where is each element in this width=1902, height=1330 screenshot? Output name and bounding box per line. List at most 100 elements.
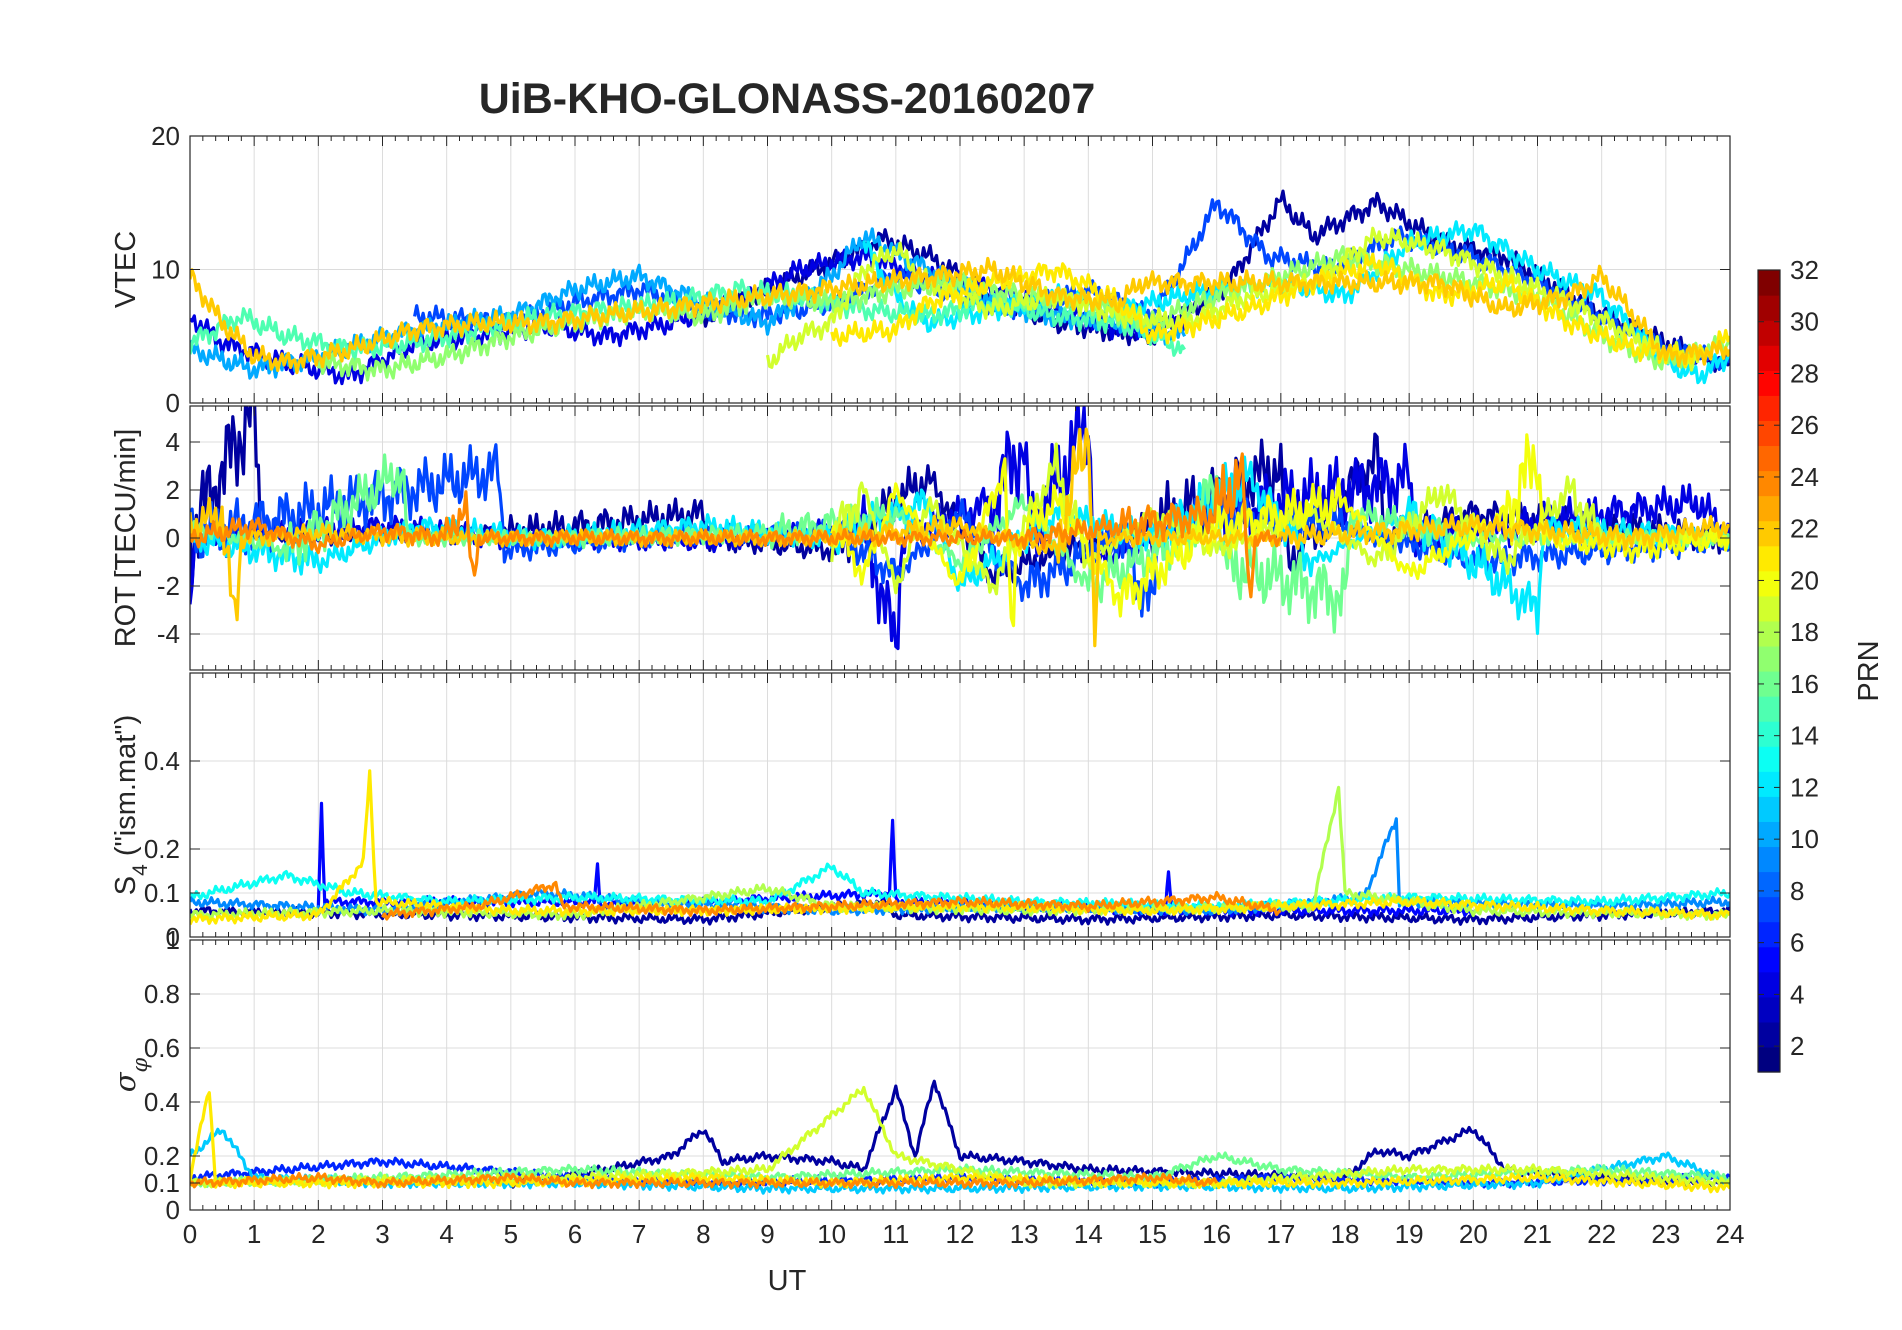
panel-s4: 0 0.1 0.2 0.4S4 ("ism.mat") <box>110 672 1731 952</box>
series-prn-21 <box>830 252 1730 369</box>
chart-title: UiB-KHO-GLONASS-20160207 <box>479 75 1096 123</box>
colorbar-swatch <box>1758 721 1780 747</box>
colorbar-tick-label: 18 <box>1790 617 1819 647</box>
y-tick-label: 0.1 <box>144 1168 180 1198</box>
colorbar-swatch <box>1758 821 1780 848</box>
y-tick-label: 0.8 <box>144 979 180 1009</box>
x-tick-label: 13 <box>1010 1219 1039 1249</box>
colorbar-swatch <box>1758 1046 1780 1073</box>
y-axis-label: VTEC <box>110 231 142 308</box>
x-tick-label: 5 <box>504 1219 518 1249</box>
y-tick-label: 0.4 <box>144 746 180 776</box>
x-tick-label: 4 <box>439 1219 453 1249</box>
colorbar-tick-label: 12 <box>1790 772 1819 802</box>
x-tick-label: 7 <box>632 1219 646 1249</box>
x-tick-label: 20 <box>1459 1219 1488 1249</box>
series-group <box>190 189 1730 386</box>
x-tick-label: 1 <box>247 1219 261 1249</box>
series-prn-24 <box>190 452 1282 599</box>
x-tick-label: 11 <box>882 1219 909 1249</box>
colorbar-swatch <box>1758 746 1780 772</box>
y-tick-label: 4 <box>166 427 180 457</box>
x-tick-label: 16 <box>1202 1219 1231 1249</box>
y-tick-label: 0 <box>166 388 180 418</box>
colorbar-swatch <box>1758 595 1780 622</box>
panel-rot: -4 -2 0 2 4 ROT [TECU/min] <box>110 405 1731 671</box>
colorbar-tick-label: 4 <box>1790 979 1804 1009</box>
x-tick-label: 21 <box>1523 1219 1552 1249</box>
x-tick-label: 24 <box>1716 1219 1745 1249</box>
colorbar-swatch <box>1758 270 1780 296</box>
x-axis-label: UT <box>768 1265 807 1297</box>
colorbar-tick-label: 14 <box>1790 721 1819 751</box>
colorbar-swatch <box>1758 495 1780 522</box>
y-tick-label: 0.2 <box>144 1141 180 1171</box>
y-tick-label: 10 <box>151 255 180 285</box>
colorbar-swatch <box>1758 445 1780 472</box>
colorbar-swatch <box>1758 545 1780 572</box>
y-tick-label: 0.4 <box>144 1087 180 1117</box>
colorbar-swatch <box>1758 971 1780 998</box>
x-tick-label: 19 <box>1395 1219 1424 1249</box>
colorbar-swatch <box>1758 996 1780 1023</box>
y-tick-label: 0 <box>166 922 180 952</box>
colorbar-tick-label: 32 <box>1790 255 1819 285</box>
colorbar-tick-label: 10 <box>1790 824 1819 854</box>
colorbar-swatch <box>1758 846 1780 873</box>
colorbar-tick-label: 26 <box>1790 410 1819 440</box>
colorbar-swatch <box>1758 645 1780 672</box>
series-prn-24 <box>381 880 1282 921</box>
x-tick-label: 6 <box>568 1219 582 1249</box>
x-tick-label: 22 <box>1587 1219 1616 1249</box>
series-prn-7 <box>190 443 1730 618</box>
x-tick-label: 0 <box>183 1219 197 1249</box>
panel-vtec: 0 10 20 VTEC <box>110 121 1731 418</box>
y-tick-label: -4 <box>157 619 180 649</box>
colorbar-swatch <box>1758 420 1780 447</box>
y-tick-label: 20 <box>151 121 180 151</box>
series-group <box>190 406 1730 651</box>
y-axis-label: ROT [TECU/min] <box>110 429 142 648</box>
colorbar-tick-label: 2 <box>1790 1031 1804 1061</box>
colorbar-tick-label: 28 <box>1790 358 1819 388</box>
colorbar-swatch <box>1758 470 1780 497</box>
x-tick-label: 17 <box>1266 1219 1295 1249</box>
colorbar-tick-label: 30 <box>1790 307 1819 337</box>
series-prn-22 <box>190 256 1730 375</box>
colorbar-tick-label: 8 <box>1790 876 1804 906</box>
y-axis-label: σφ <box>108 1057 152 1092</box>
y-axis-label: S4 ("ism.mat") <box>110 715 152 896</box>
series-prn-22 <box>190 427 1730 648</box>
colorbar-swatch <box>1758 320 1780 346</box>
colorbar-tick-label: 6 <box>1790 928 1804 958</box>
colorbar-swatch <box>1758 946 1780 973</box>
y-tick-label: -2 <box>157 571 180 601</box>
x-tick-label: 18 <box>1331 1219 1360 1249</box>
colorbar-swatch <box>1758 796 1780 822</box>
colorbar-swatch <box>1758 671 1780 697</box>
colorbar-swatch <box>1758 570 1780 597</box>
y-tick-label: 2 <box>166 475 180 505</box>
colorbar-swatch <box>1758 696 1780 722</box>
series-prn-24 <box>190 1171 1219 1190</box>
colorbar-swatch <box>1758 871 1780 898</box>
colorbar-swatch <box>1758 896 1780 923</box>
x-tick-label: 2 <box>311 1219 325 1249</box>
colorbar-swatch <box>1758 345 1780 371</box>
colorbar-tick-label: 16 <box>1790 669 1819 699</box>
colorbar-label: PRN <box>1853 640 1885 701</box>
x-tick-label: 15 <box>1138 1219 1167 1249</box>
x-tick-label: 23 <box>1651 1219 1680 1249</box>
y-tick-label: 1 <box>166 925 180 955</box>
series-group <box>190 769 1730 926</box>
colorbar-swatch <box>1758 620 1780 647</box>
x-tick-label: 3 <box>375 1219 389 1249</box>
colorbar-swatch <box>1758 771 1780 797</box>
x-tick-label: 10 <box>817 1219 846 1249</box>
colorbar-swatch <box>1758 370 1780 396</box>
colorbar-frame <box>1757 269 1781 1073</box>
y-tick-label: 0 <box>166 523 180 553</box>
colorbar-tick-label: 24 <box>1790 462 1819 492</box>
